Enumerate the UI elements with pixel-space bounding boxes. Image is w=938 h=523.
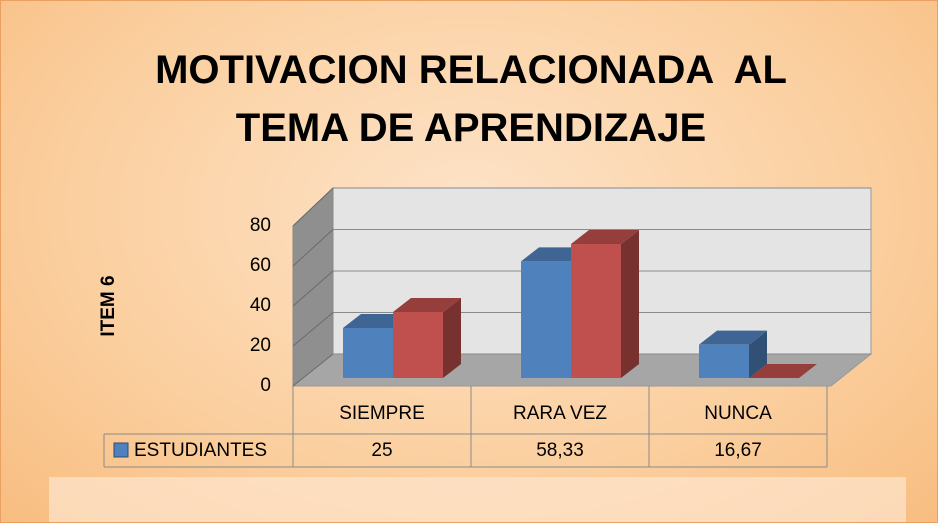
grid-line (292, 312, 334, 347)
bar (571, 244, 621, 378)
grid-line (292, 187, 334, 227)
y-tick-label: 80 (250, 215, 271, 236)
bar-top (393, 298, 461, 312)
bar (521, 261, 571, 378)
x-tick-label: SIEMPRE (339, 403, 425, 424)
bar (343, 328, 393, 378)
footer-band (49, 477, 906, 522)
side-wall (292, 186, 334, 388)
bar-top (571, 230, 639, 244)
chart-title: MOTIVACION RELACIONADA AL TEMA DE APREND… (155, 48, 799, 150)
bar (393, 312, 443, 378)
grid-line (292, 270, 334, 307)
y-tick-label: 40 (250, 295, 271, 316)
bar (699, 344, 749, 378)
x-tick-label: RARA VEZ (513, 403, 607, 424)
bar-top (699, 330, 767, 345)
y-tick-label: 60 (250, 255, 271, 276)
grid-line (292, 229, 334, 267)
y-tick-label: 20 (250, 335, 271, 356)
legend-label: ESTUDIANTES (134, 440, 267, 461)
bar-side (443, 298, 461, 378)
bar-side (749, 330, 767, 378)
table-value: 16,67 (714, 440, 762, 461)
table-value: 25 (371, 440, 392, 461)
y-axis-label: ITEM 6 (98, 275, 119, 336)
grid-line (292, 353, 334, 387)
y-tick-label: 0 (260, 375, 271, 396)
legend-swatch (113, 442, 129, 458)
bar-side (621, 230, 639, 378)
x-tick-label: NUNCA (704, 403, 772, 424)
table-value: 58,33 (536, 440, 584, 461)
bar-top (749, 364, 817, 378)
